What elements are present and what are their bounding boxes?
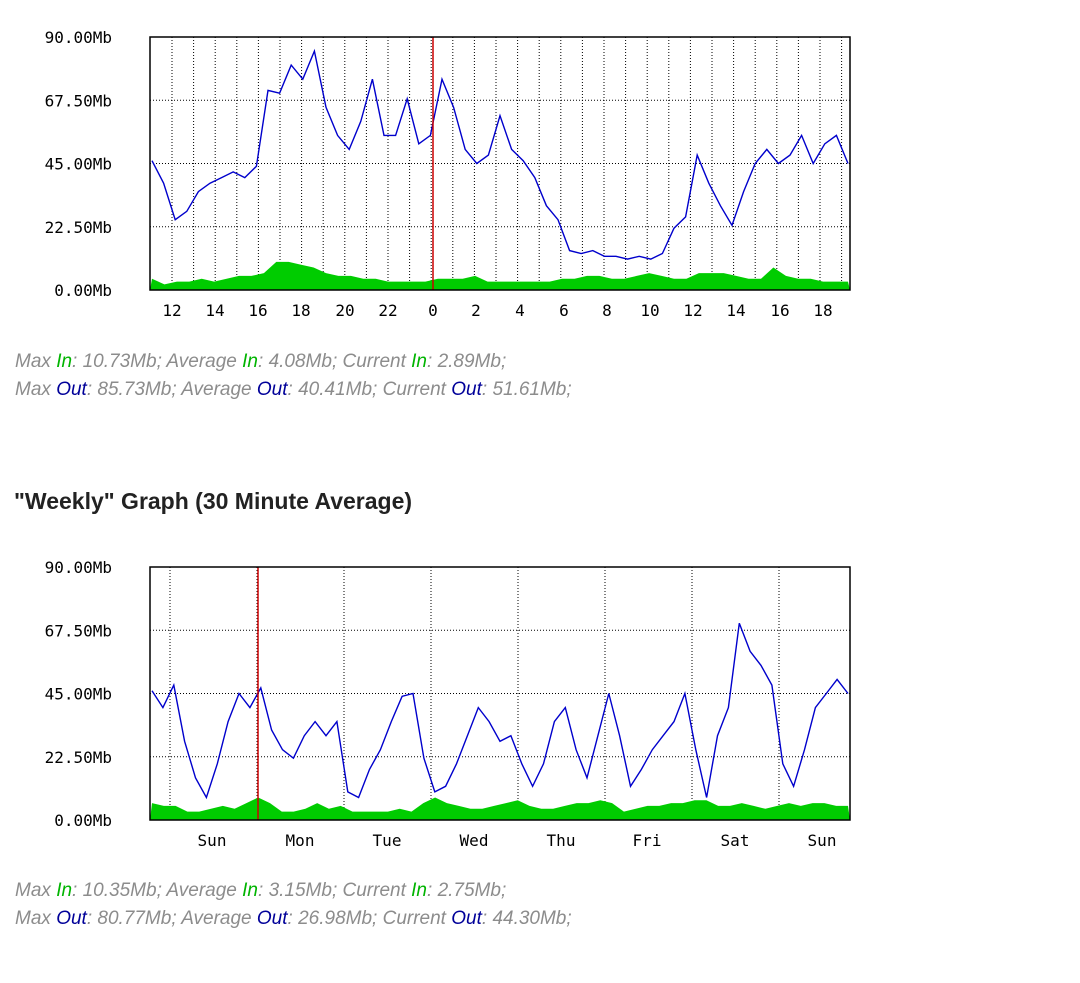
stats-label-max: Max: [15, 908, 51, 929]
stats-out-max-value: 80.77Mb: [97, 908, 172, 929]
out-traffic-line: [151, 622, 849, 800]
x-tick-label: Thu: [547, 831, 576, 850]
x-tick-label: Sun: [808, 831, 837, 850]
y-tick-label: 0.00Mb: [54, 811, 112, 830]
y-tick-label: 90.00Mb: [45, 558, 112, 577]
stats-label-max: Max: [15, 379, 51, 400]
stats-out-max-value: 85.73Mb: [97, 379, 172, 400]
weekly-stats-in-line: Max In: 10.35Mb; Average In: 3.15Mb; Cur…: [15, 880, 507, 901]
x-tick-label: 6: [559, 301, 569, 320]
stats-label-out: Out: [451, 908, 482, 929]
stats-in-max-value: 10.35Mb: [82, 880, 157, 901]
x-tick-label: Fri: [633, 831, 662, 850]
x-tick-label: Sat: [721, 831, 750, 850]
stats-label-in: In: [242, 351, 258, 372]
stats-label-average: Average: [181, 379, 252, 400]
weekly-graph: 90.00Mb 67.50Mb 45.00Mb 22.50Mb 0.00Mb Sun Mon…: [0, 530, 1080, 860]
x-tick-label: 2: [471, 301, 481, 320]
x-tick-label: 18: [291, 301, 310, 320]
daily-graph: 90.00Mb 67.50Mb 45.00Mb 22.50Mb 0.00Mb 12 14 16…: [0, 0, 1080, 330]
plot-border: [149, 36, 851, 291]
daily-stats-out-line: Max Out: 85.73Mb; Average Out: 40.41Mb; …: [15, 379, 572, 400]
stats-in-current-value: 2.89Mb: [437, 351, 501, 372]
stats-label-in: In: [411, 351, 427, 372]
x-tick-label: 16: [248, 301, 267, 320]
in-traffic-area: [150, 797, 850, 820]
stats-label-in: In: [56, 880, 73, 901]
in-traffic-area: [150, 261, 850, 290]
stats-out-average-value: 40.41Mb: [298, 379, 373, 400]
stats-label-current: Current: [382, 379, 446, 400]
stats-label-out: Out: [256, 908, 288, 929]
x-tick-label: 22: [378, 301, 397, 320]
x-tick-label: Sun: [198, 831, 227, 850]
weekly-graph-title: "Weekly" Graph (30 Minute Average): [14, 488, 413, 514]
stats-label-out: Out: [56, 379, 87, 400]
stats-label-in: In: [411, 880, 427, 901]
daily-stats-in-line: Max In: 10.73Mb; Average In: 4.08Mb; Cur…: [15, 351, 507, 372]
x-tick-label: Wed: [460, 831, 489, 850]
stats-out-current-value: 44.30Mb: [492, 908, 567, 929]
plot-area: [150, 567, 850, 820]
stats-label-out: Out: [56, 908, 87, 929]
weekly-chart-svg: 90.00Mb 67.50Mb 45.00Mb 22.50Mb 0.00Mb Sun Mon…: [45, 558, 851, 850]
stats-out-current-value: 51.61Mb: [492, 379, 567, 400]
x-tick-label: 16: [770, 301, 789, 320]
y-tick-label: 90.00Mb: [45, 28, 112, 47]
daily-chart-svg: 90.00Mb 67.50Mb 45.00Mb 22.50Mb 0.00Mb 12 14 16…: [45, 28, 851, 320]
x-tick-label: Tue: [373, 831, 402, 850]
stats-label-current: Current: [382, 908, 446, 929]
x-tick-label: 12: [683, 301, 702, 320]
x-tick-label: 14: [205, 301, 224, 320]
x-tick-label: Mon: [286, 831, 315, 850]
weekly-stats: Max In: 10.35Mb; Average In: 3.15Mb; Cur…: [15, 877, 572, 933]
x-tick-label: 0: [428, 301, 438, 320]
daily-stats: Max In: 10.73Mb; Average In: 4.08Mb; Cur…: [15, 348, 572, 404]
x-tick-label: 12: [162, 301, 181, 320]
y-tick-label: 45.00Mb: [45, 685, 112, 704]
stats-label-average: Average: [166, 351, 237, 372]
y-tick-label: 67.50Mb: [45, 91, 112, 110]
stats-label-average: Average: [181, 908, 252, 929]
y-tick-label: 22.50Mb: [45, 218, 112, 237]
stats-label-average: Average: [166, 880, 237, 901]
x-tick-label: 14: [726, 301, 745, 320]
out-traffic-line: [151, 48, 849, 260]
stats-label-out: Out: [451, 379, 482, 400]
stats-label-out: Out: [256, 379, 288, 400]
x-tick-label: 8: [602, 301, 612, 320]
y-tick-label: 67.50Mb: [45, 621, 112, 640]
x-tick-label: 18: [813, 301, 832, 320]
y-tick-label: 22.50Mb: [45, 748, 112, 767]
stats-label-in: In: [56, 351, 73, 372]
stats-label-current: Current: [342, 351, 406, 372]
stats-in-max-value: 10.73Mb: [82, 351, 157, 372]
x-tick-label: 10: [640, 301, 659, 320]
x-tick-label: 4: [515, 301, 525, 320]
y-tick-label: 0.00Mb: [54, 281, 112, 300]
stats-in-current-value: 2.75Mb: [437, 880, 501, 901]
stats-out-average-value: 26.98Mb: [298, 908, 373, 929]
stats-in-average-value: 4.08Mb: [268, 351, 332, 372]
plot-border: [149, 566, 851, 821]
y-tick-label: 45.00Mb: [45, 155, 112, 174]
stats-label-max: Max: [15, 880, 51, 901]
stats-in-average-value: 3.15Mb: [268, 880, 332, 901]
weekly-stats-out-line: Max Out: 80.77Mb; Average Out: 26.98Mb; …: [15, 908, 572, 929]
stats-label-max: Max: [15, 351, 51, 372]
x-tick-label: 20: [335, 301, 354, 320]
stats-label-in: In: [242, 880, 258, 901]
stats-label-current: Current: [342, 880, 406, 901]
